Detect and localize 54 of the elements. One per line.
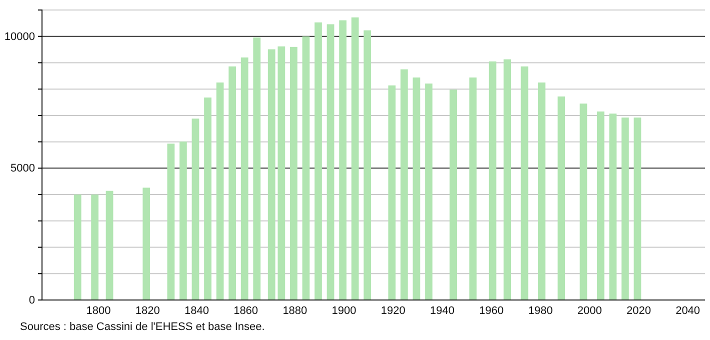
x-tick-label: 1800	[86, 304, 111, 317]
bar	[167, 144, 175, 300]
x-tick-label: 1900	[332, 304, 356, 317]
bar	[538, 82, 546, 300]
x-tick-label: 1880	[282, 304, 308, 317]
y-tick-label: 0	[28, 294, 35, 307]
x-tick-label: 2020	[626, 304, 651, 317]
bar	[412, 77, 420, 300]
x-tick-label: 1840	[184, 304, 209, 317]
x-tick-label: 1980	[528, 304, 553, 317]
bar	[388, 85, 396, 300]
bar	[558, 96, 566, 300]
y-tick-label: 5000	[10, 162, 35, 175]
bar	[314, 22, 322, 300]
y-tick-label: 10000	[4, 30, 35, 43]
bar	[504, 59, 512, 300]
x-tick-label: 1820	[135, 304, 160, 317]
bar	[106, 190, 114, 300]
bar	[425, 84, 432, 300]
source-note: Sources : base Cassini de l'EHESS et base Insee.	[20, 321, 265, 333]
x-tick-label: 1920	[380, 304, 406, 317]
bar	[400, 69, 408, 300]
bar	[580, 104, 588, 300]
bar	[364, 30, 372, 300]
bar	[91, 194, 98, 300]
bar	[253, 37, 261, 300]
bar	[142, 188, 150, 300]
bar	[192, 118, 200, 300]
x-tick-label: 2000	[577, 304, 602, 317]
bar	[290, 46, 298, 300]
bar	[622, 118, 629, 300]
bar	[351, 17, 359, 300]
bar	[326, 24, 334, 300]
bar	[240, 57, 248, 300]
x-tick-label: 1860	[234, 304, 258, 317]
bar	[450, 90, 457, 300]
bar	[268, 49, 276, 300]
bar	[520, 66, 528, 300]
x-tick-label: 1960	[479, 304, 504, 317]
bar	[180, 142, 187, 300]
x-tick-label: 1940	[430, 304, 454, 317]
bar	[278, 46, 286, 300]
bar	[469, 77, 477, 300]
bar	[596, 112, 604, 300]
bar	[488, 61, 496, 300]
bar	[228, 66, 236, 300]
bar	[74, 194, 82, 300]
x-tick-label: 2040	[676, 304, 700, 317]
bar	[216, 82, 224, 300]
bar	[609, 114, 617, 300]
bar	[634, 118, 642, 300]
bar	[339, 20, 346, 300]
bar	[302, 36, 310, 300]
bar	[204, 98, 212, 300]
